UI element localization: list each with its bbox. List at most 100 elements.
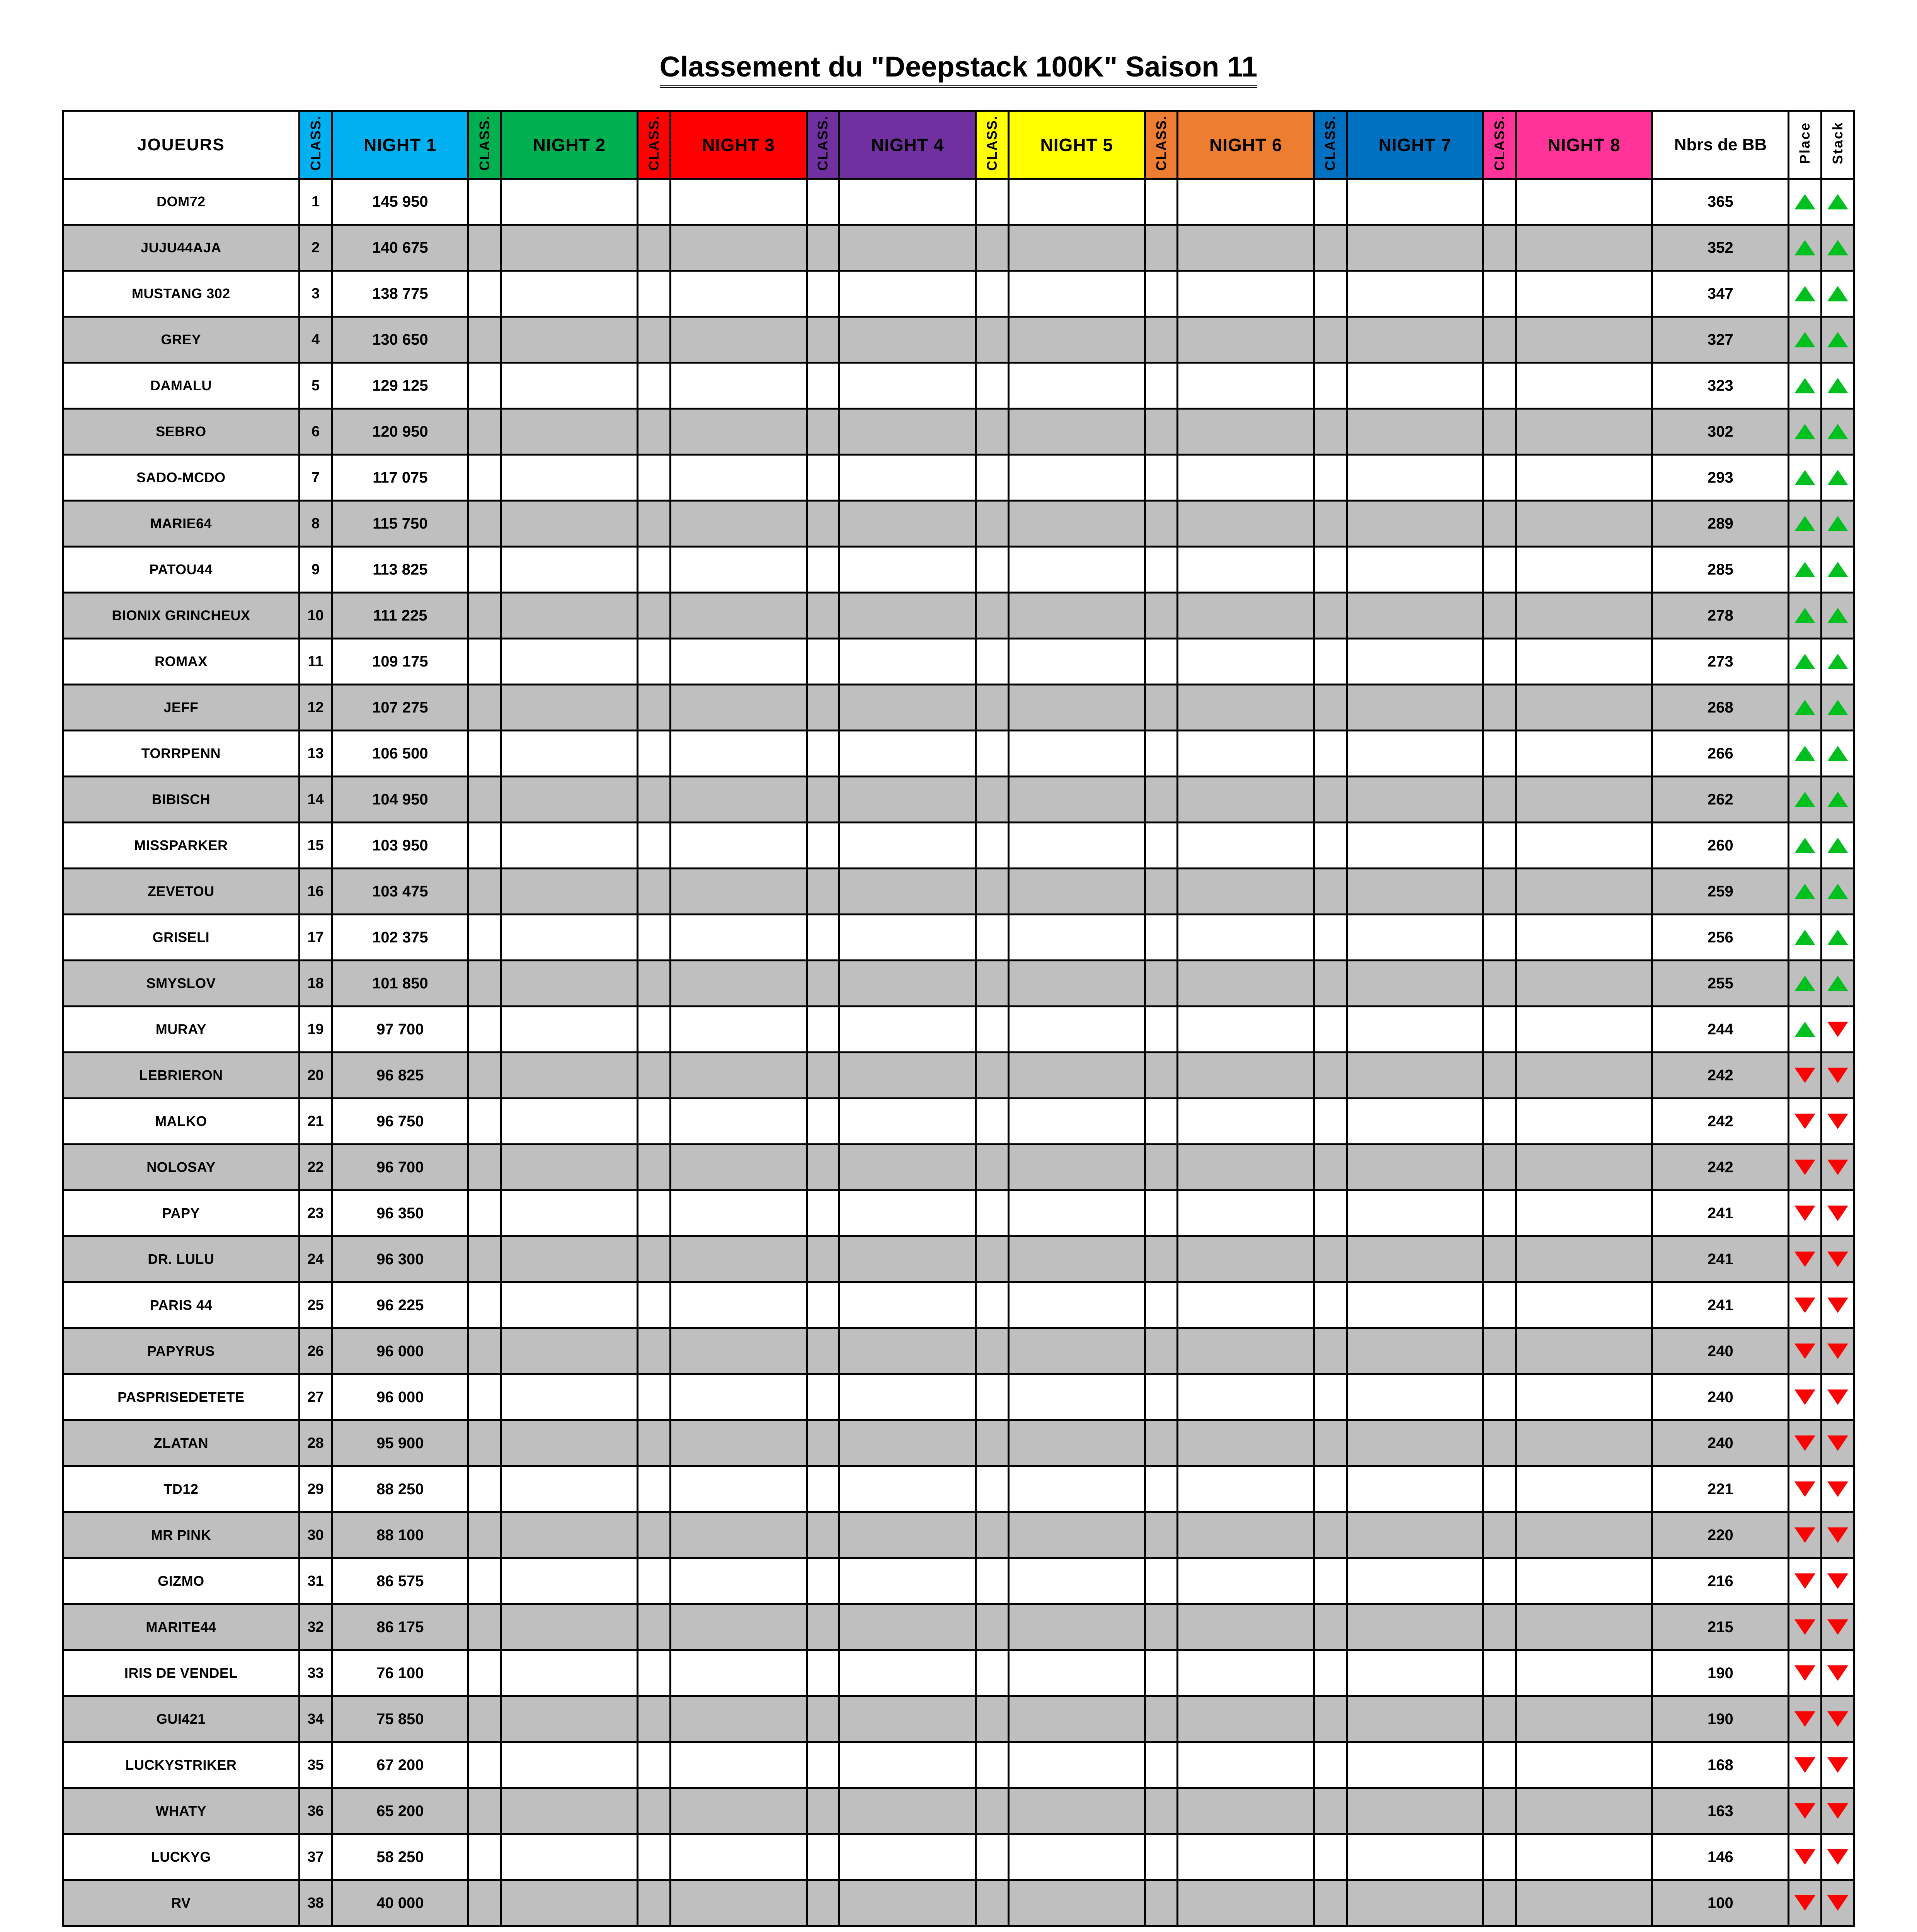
player-score-night-7 bbox=[1345, 1695, 1484, 1743]
player-rank-night-7 bbox=[1313, 1603, 1348, 1651]
player-score-night-8 bbox=[1515, 1419, 1653, 1467]
player-rank-night-4 bbox=[805, 1419, 841, 1467]
player-rank-night-3 bbox=[636, 1465, 671, 1513]
player-rank-night-2 bbox=[467, 730, 502, 777]
place-trend-cell bbox=[1788, 1097, 1823, 1145]
player-score-night-4 bbox=[838, 776, 977, 823]
column-header-night-4: NIGHT 4 bbox=[838, 110, 977, 180]
table-row: ZEVETOU 16 103 475 259 bbox=[62, 867, 1855, 915]
player-score-night-2 bbox=[500, 316, 638, 364]
player-rank-night-6 bbox=[1144, 1189, 1179, 1237]
player-nbrs-bb: 262 bbox=[1651, 776, 1790, 823]
player-score-night-8 bbox=[1515, 776, 1653, 823]
player-rank-night-5 bbox=[975, 178, 1010, 226]
player-rank-night-8 bbox=[1482, 1695, 1517, 1743]
player-rank-night-3 bbox=[636, 1787, 671, 1835]
player-score-night-6 bbox=[1176, 684, 1315, 731]
player-name: BIBISCH bbox=[62, 776, 300, 823]
player-score-night-1: 75 850 bbox=[331, 1695, 470, 1743]
player-score-night-7 bbox=[1345, 1327, 1484, 1375]
player-score-night-1: 140 675 bbox=[331, 224, 470, 272]
player-rank-night-5 bbox=[975, 1695, 1010, 1743]
player-score-night-3 bbox=[669, 1327, 808, 1375]
arrow-up-icon bbox=[1827, 976, 1849, 991]
player-rank-night-3 bbox=[636, 362, 671, 410]
arrow-down-icon bbox=[1794, 1160, 1816, 1175]
player-rank-night-7 bbox=[1313, 1695, 1348, 1743]
player-rank-night-5 bbox=[975, 1419, 1010, 1467]
stack-trend-cell bbox=[1820, 454, 1855, 502]
player-rank-night-1: 14 bbox=[298, 776, 333, 823]
player-score-night-2 bbox=[500, 1235, 638, 1283]
player-score-night-1: 138 775 bbox=[331, 270, 470, 318]
player-score-night-4 bbox=[838, 224, 977, 272]
player-rank-night-4 bbox=[805, 1649, 841, 1697]
column-header-stack-label: Stack bbox=[1830, 121, 1846, 165]
player-nbrs-bb: 221 bbox=[1651, 1465, 1790, 1513]
player-rank-night-5 bbox=[975, 730, 1010, 777]
stack-trend-cell bbox=[1820, 408, 1855, 456]
player-rank-night-7 bbox=[1313, 178, 1348, 226]
class-label-1: CLASS. bbox=[307, 115, 323, 171]
player-score-night-1: 96 000 bbox=[331, 1373, 470, 1421]
player-rank-night-6 bbox=[1144, 546, 1179, 594]
player-score-night-3 bbox=[669, 821, 808, 869]
arrow-up-icon bbox=[1794, 746, 1816, 761]
player-score-night-4 bbox=[838, 546, 977, 594]
player-score-night-5 bbox=[1007, 684, 1146, 731]
player-score-night-1: 113 825 bbox=[331, 546, 470, 594]
player-rank-night-4 bbox=[805, 821, 841, 869]
player-rank-night-2 bbox=[467, 1143, 502, 1191]
player-rank-night-3 bbox=[636, 1603, 671, 1651]
player-nbrs-bb: 244 bbox=[1651, 1005, 1790, 1053]
player-rank-night-5 bbox=[975, 959, 1010, 1007]
player-score-night-5 bbox=[1007, 270, 1146, 318]
arrow-down-icon bbox=[1794, 1665, 1816, 1681]
player-score-night-3 bbox=[669, 730, 808, 777]
place-trend-cell bbox=[1788, 1511, 1823, 1559]
player-score-night-2 bbox=[500, 1051, 638, 1099]
player-nbrs-bb: 365 bbox=[1651, 178, 1790, 226]
player-rank-night-4 bbox=[805, 638, 841, 685]
player-name: WHATY bbox=[62, 1787, 300, 1835]
player-rank-night-8 bbox=[1482, 1511, 1517, 1559]
player-score-night-3 bbox=[669, 1695, 808, 1743]
player-name: MR PINK bbox=[62, 1511, 300, 1559]
player-nbrs-bb: 190 bbox=[1651, 1649, 1790, 1697]
player-score-night-5 bbox=[1007, 454, 1146, 502]
column-header-class-2: CLASS. bbox=[467, 110, 502, 180]
player-rank-night-8 bbox=[1482, 1005, 1517, 1053]
player-score-night-2 bbox=[500, 1465, 638, 1513]
player-rank-night-4 bbox=[805, 1005, 841, 1053]
player-rank-night-1: 27 bbox=[298, 1373, 333, 1421]
player-score-night-3 bbox=[669, 1511, 808, 1559]
table-row: DR. LULU 24 96 300 241 bbox=[62, 1235, 1855, 1283]
player-rank-night-4 bbox=[805, 684, 841, 731]
player-rank-night-5 bbox=[975, 1281, 1010, 1329]
player-score-night-1: 107 275 bbox=[331, 684, 470, 731]
player-name: GIZMO bbox=[62, 1557, 300, 1605]
player-rank-night-1: 2 bbox=[298, 224, 333, 272]
stack-trend-cell bbox=[1820, 1741, 1855, 1789]
player-rank-night-5 bbox=[975, 1511, 1010, 1559]
player-score-night-3 bbox=[669, 1465, 808, 1513]
player-rank-night-2 bbox=[467, 913, 502, 961]
player-rank-night-7 bbox=[1313, 1051, 1348, 1099]
player-rank-night-6 bbox=[1144, 1603, 1179, 1651]
player-rank-night-5 bbox=[975, 1143, 1010, 1191]
stack-trend-cell bbox=[1820, 1327, 1855, 1375]
player-rank-night-8 bbox=[1482, 1787, 1517, 1835]
player-rank-night-8 bbox=[1482, 1189, 1517, 1237]
player-name: PARIS 44 bbox=[62, 1281, 300, 1329]
player-rank-night-2 bbox=[467, 1603, 502, 1651]
player-rank-night-7 bbox=[1313, 867, 1348, 915]
player-score-night-3 bbox=[669, 1833, 808, 1881]
table-body: DOM72 1 145 950 365 JUJU44AJA 2 140 675 352 MUST… bbox=[62, 178, 1855, 1927]
table-row: PASPRISEDETETE 27 96 000 240 bbox=[62, 1373, 1855, 1421]
arrow-down-icon bbox=[1827, 1160, 1849, 1175]
player-rank-night-8 bbox=[1482, 638, 1517, 685]
player-score-night-5 bbox=[1007, 1879, 1146, 1927]
player-score-night-4 bbox=[838, 1695, 977, 1743]
player-rank-night-4 bbox=[805, 1603, 841, 1651]
player-score-night-1: 120 950 bbox=[331, 408, 470, 456]
